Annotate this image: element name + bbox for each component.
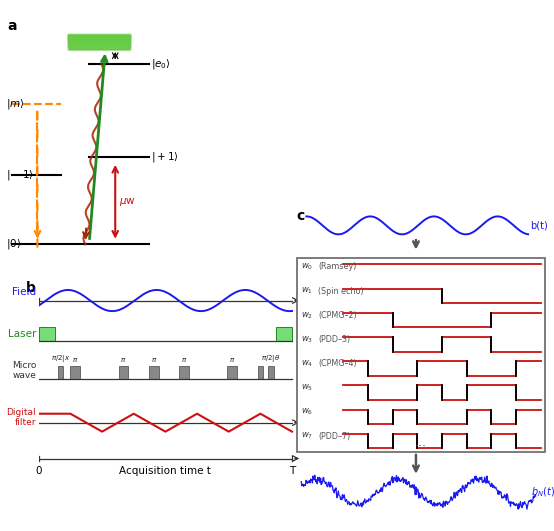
Text: $\pi/2|\theta$: $\pi/2|\theta$: [261, 353, 280, 364]
Bar: [258, 366, 263, 379]
Text: T: T: [289, 466, 295, 476]
Text: b(t): b(t): [531, 220, 548, 230]
Text: $w_1$: $w_1$: [300, 286, 312, 296]
Text: b: b: [26, 281, 36, 295]
Bar: [70, 366, 80, 379]
Text: $w_7$: $w_7$: [300, 431, 312, 441]
Bar: [149, 366, 158, 379]
Text: (PDD–3): (PDD–3): [319, 335, 351, 344]
Text: $|0\rangle$: $|0\rangle$: [6, 237, 20, 251]
Text: 0: 0: [35, 466, 42, 476]
Text: $\pi$: $\pi$: [151, 356, 157, 364]
Text: $\pi$: $\pi$: [229, 356, 235, 364]
Text: (CPMG–4): (CPMG–4): [319, 359, 357, 368]
Text: $\mu$w: $\mu$w: [119, 196, 136, 208]
Text: $w_4$: $w_4$: [300, 358, 313, 369]
Bar: [69, 35, 129, 49]
Bar: [228, 366, 237, 379]
Bar: [58, 366, 63, 379]
Text: $w_3$: $w_3$: [300, 334, 312, 345]
Text: Digital
filter: Digital filter: [7, 408, 36, 427]
Text: (PDD–7): (PDD–7): [319, 432, 351, 441]
Text: $\pi/2|x$: $\pi/2|x$: [51, 353, 70, 364]
Text: $|-1\rangle$: $|-1\rangle$: [6, 168, 33, 182]
Text: (Ramsey): (Ramsey): [319, 262, 357, 271]
Bar: [275, 328, 292, 341]
Bar: [268, 366, 274, 379]
Text: $w_0$: $w_0$: [300, 262, 312, 272]
Text: ...: ...: [415, 435, 427, 449]
Text: b(t): b(t): [300, 282, 319, 293]
Text: $w_5$: $w_5$: [300, 383, 312, 393]
Bar: [179, 366, 189, 379]
Text: $|+1\rangle$: $|+1\rangle$: [151, 150, 179, 164]
Text: (Spin echo): (Spin echo): [319, 287, 364, 296]
Text: $w_5(t/T)$: $w_5(t/T)$: [297, 398, 331, 412]
Text: Micro
wave: Micro wave: [12, 361, 36, 380]
Text: c: c: [296, 209, 304, 223]
Text: a: a: [8, 19, 17, 32]
Text: Field: Field: [12, 287, 36, 297]
Text: $w_2$: $w_2$: [300, 310, 312, 321]
Text: $\pi$: $\pi$: [120, 356, 126, 364]
Text: $\pi$: $\pi$: [72, 356, 79, 364]
Text: $|m\rangle$: $|m\rangle$: [6, 97, 24, 110]
Text: $b_N(t)$: $b_N(t)$: [531, 485, 554, 499]
Text: $\pi$: $\pi$: [181, 356, 187, 364]
Text: $|e_0\rangle$: $|e_0\rangle$: [151, 57, 171, 71]
Text: Laser: Laser: [8, 329, 36, 339]
Bar: [119, 366, 128, 379]
Bar: [297, 259, 545, 452]
Text: (CPMG–2): (CPMG–2): [319, 311, 357, 320]
Text: $w_6$: $w_6$: [300, 407, 312, 417]
Bar: [39, 328, 55, 341]
Text: Acquisition time t: Acquisition time t: [120, 466, 211, 476]
